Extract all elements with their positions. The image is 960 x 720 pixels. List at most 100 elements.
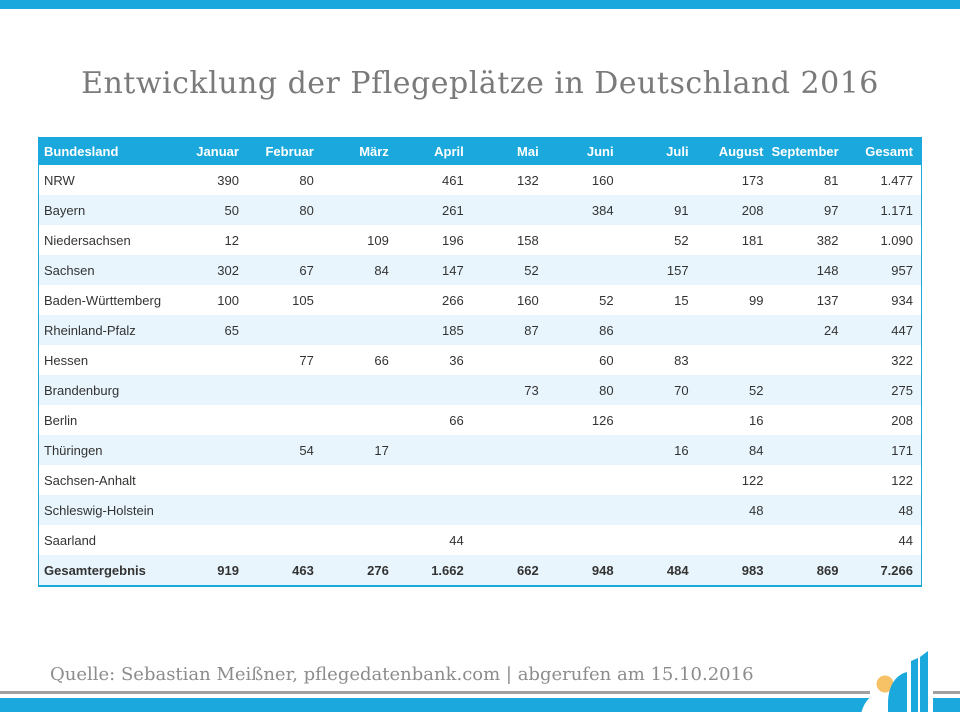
cell-value: 80 <box>246 165 322 195</box>
column-header: Juli <box>621 137 697 165</box>
cell-value: 70 <box>621 375 697 405</box>
cell-value: 52 <box>696 375 772 405</box>
cell-value: 48 <box>696 495 772 525</box>
cell-value: 66 <box>321 345 397 375</box>
cell-value: 148 <box>771 255 847 285</box>
row-label: Brandenburg <box>38 375 172 405</box>
cell-value <box>321 375 397 405</box>
cell-value: 266 <box>396 285 472 315</box>
row-label: Saarland <box>38 525 172 555</box>
cell-value <box>172 435 247 465</box>
divider-line-right <box>933 691 960 694</box>
logo-tall-bar-icon <box>920 651 928 712</box>
cell-value <box>471 495 547 525</box>
cell-value <box>321 315 397 345</box>
divider-line-left <box>0 691 870 694</box>
table-row: Sachsen 302 67 84 147 52 157 148 957 <box>38 255 922 285</box>
cell-value: 132 <box>471 165 547 195</box>
cell-value <box>621 495 697 525</box>
cell-value: 447 <box>846 315 922 345</box>
cell-value: 16 <box>696 405 772 435</box>
column-header: Gesamt <box>846 137 922 165</box>
cell-value: 160 <box>471 285 547 315</box>
table-row: Brandenburg 73 80 70 52 275 <box>38 375 922 405</box>
cell-value: 137 <box>771 285 847 315</box>
cell-value <box>246 375 322 405</box>
row-label: Sachsen-Anhalt <box>38 465 172 495</box>
cell-value <box>621 405 697 435</box>
cell-value: 147 <box>396 255 472 285</box>
cell-value: 173 <box>696 165 772 195</box>
cell-value: 84 <box>696 435 772 465</box>
cell-value: 77 <box>246 345 322 375</box>
cell-value <box>172 465 247 495</box>
table-row: Niedersachsen 12 109 196 158 52 181 382 1.090 <box>38 225 922 255</box>
cell-value <box>696 315 772 345</box>
cell-value <box>546 225 622 255</box>
row-label: Rheinland-Pfalz <box>38 315 172 345</box>
cell-value <box>172 495 247 525</box>
cell-value: 1.477 <box>846 165 922 195</box>
cell-value: 171 <box>846 435 922 465</box>
cell-value <box>621 525 697 555</box>
cell-value: 24 <box>771 315 847 345</box>
cell-value <box>471 195 547 225</box>
cell-value: 463 <box>246 555 322 586</box>
cell-value: 44 <box>396 525 472 555</box>
cell-value: 52 <box>546 285 622 315</box>
cell-value: 60 <box>546 345 622 375</box>
cell-value: 948 <box>546 555 622 586</box>
cell-value <box>321 285 397 315</box>
cell-value <box>546 495 622 525</box>
table-row: Schleswig-Holstein 48 48 <box>38 495 922 525</box>
row-label: Niedersachsen <box>38 225 172 255</box>
cell-value: 390 <box>172 165 247 195</box>
table-head: Bundesland Januar Februar März April Mai Juni J… <box>38 137 922 165</box>
cell-value <box>172 375 247 405</box>
cell-value <box>321 465 397 495</box>
table-container: Bundesland Januar Februar März April Mai Juni J… <box>38 137 922 587</box>
cell-value: 17 <box>321 435 397 465</box>
cell-value: 160 <box>546 165 622 195</box>
cell-value: 261 <box>396 195 472 225</box>
logo-middle-bar-icon <box>911 658 918 712</box>
cell-value: 1.171 <box>846 195 922 225</box>
source-note: Quelle: Sebastian Meißner, pflegedatenba… <box>50 664 754 685</box>
cell-value: 196 <box>396 225 472 255</box>
row-label: Sachsen <box>38 255 172 285</box>
cell-value: 208 <box>696 195 772 225</box>
cell-value: 97 <box>771 195 847 225</box>
column-header: April <box>396 137 472 165</box>
cell-value <box>471 525 547 555</box>
cell-value <box>246 405 322 435</box>
table-row: Thüringen 54 17 16 84 171 <box>38 435 922 465</box>
cell-value <box>771 405 847 435</box>
cell-value <box>696 255 772 285</box>
cell-value <box>246 495 322 525</box>
table-row: Berlin 66 126 16 208 <box>38 405 922 435</box>
cell-value <box>172 525 247 555</box>
column-header: März <box>321 137 397 165</box>
cell-value: 919 <box>172 555 247 586</box>
table-header-row: Bundesland Januar Februar März April Mai Juni J… <box>38 137 922 165</box>
logo-yellow-dot-icon <box>876 675 894 693</box>
row-label: Berlin <box>38 405 172 435</box>
cell-value <box>621 315 697 345</box>
cell-value: 44 <box>846 525 922 555</box>
cell-value: 12 <box>172 225 247 255</box>
column-header: Januar <box>172 137 247 165</box>
cell-value: 50 <box>172 195 247 225</box>
data-table: Bundesland Januar Februar März April Mai Juni J… <box>38 137 922 587</box>
cell-value: 48 <box>846 495 922 525</box>
cell-value: 484 <box>621 555 697 586</box>
cell-value: 16 <box>621 435 697 465</box>
column-header: Juni <box>546 137 622 165</box>
cell-value <box>696 345 772 375</box>
column-header: Februar <box>246 137 322 165</box>
cell-value: 36 <box>396 345 472 375</box>
cell-value: 126 <box>546 405 622 435</box>
cell-value: 302 <box>172 255 247 285</box>
cell-value: 15 <box>621 285 697 315</box>
footer-accent-bar-left <box>0 698 870 712</box>
cell-value: 67 <box>246 255 322 285</box>
